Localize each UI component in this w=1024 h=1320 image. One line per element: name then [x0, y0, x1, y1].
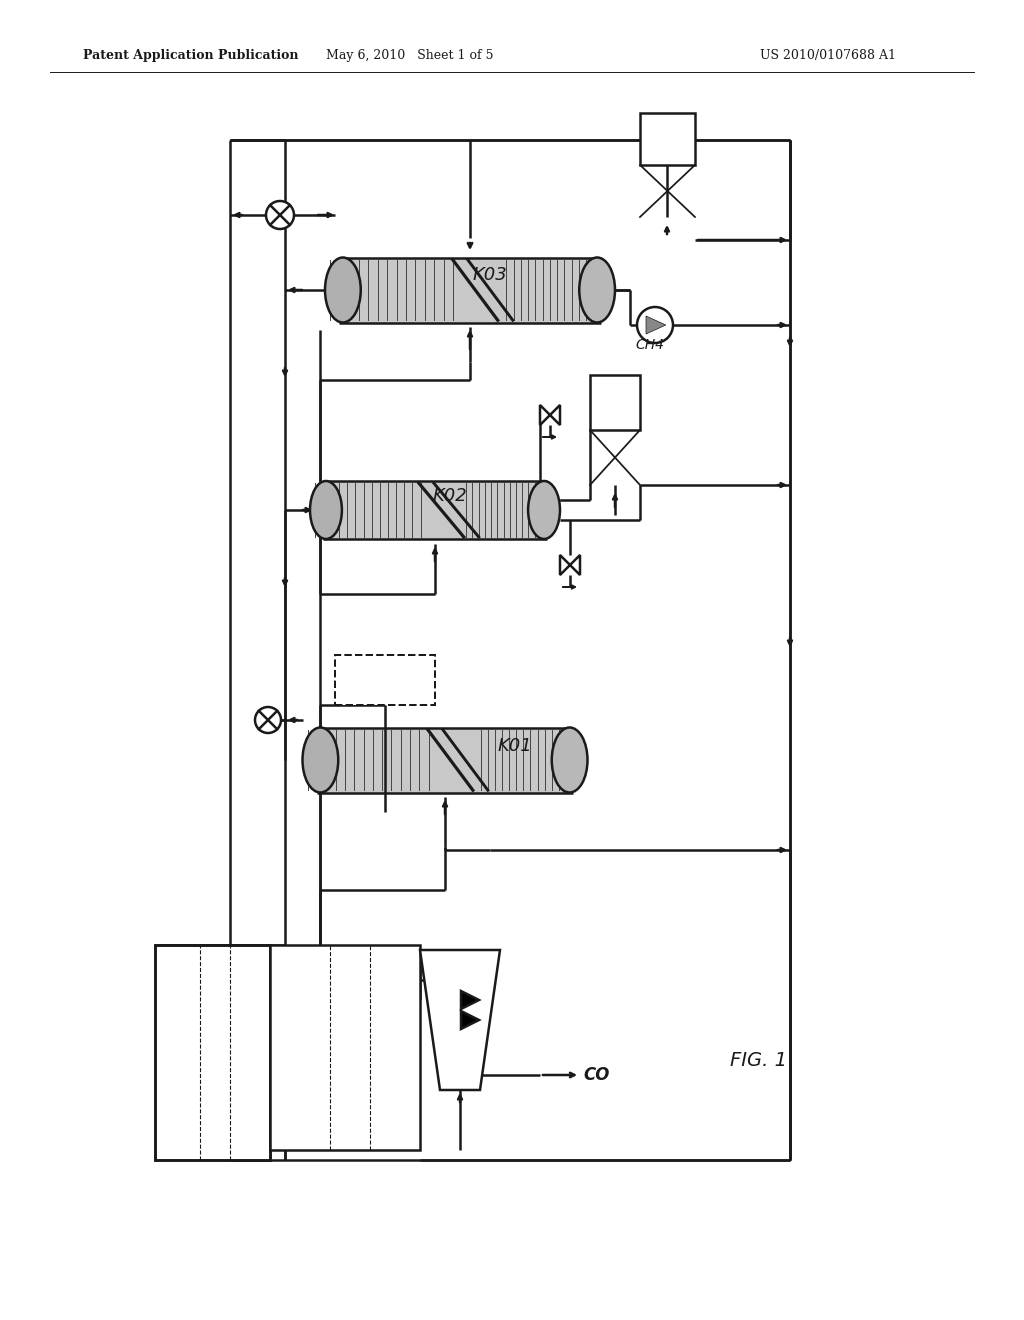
- Polygon shape: [461, 991, 479, 1008]
- Ellipse shape: [325, 257, 360, 322]
- Text: SYNGAS: SYNGAS: [185, 1028, 233, 1041]
- Circle shape: [255, 708, 281, 733]
- Text: CH4: CH4: [635, 338, 664, 352]
- Ellipse shape: [302, 727, 338, 792]
- Polygon shape: [420, 950, 500, 1090]
- Circle shape: [637, 308, 673, 343]
- Text: US 2010/0107688 A1: US 2010/0107688 A1: [760, 49, 896, 62]
- Polygon shape: [646, 315, 666, 334]
- Bar: [339, 257, 601, 322]
- Bar: [155, 945, 270, 1160]
- Text: May 6, 2010   Sheet 1 of 5: May 6, 2010 Sheet 1 of 5: [327, 49, 494, 62]
- Ellipse shape: [310, 480, 342, 539]
- Text: K02: K02: [432, 487, 467, 506]
- Text: K01: K01: [498, 737, 532, 755]
- Text: CO: CO: [583, 1067, 609, 1084]
- Text: FUEL: FUEL: [175, 969, 204, 982]
- Ellipse shape: [528, 480, 560, 539]
- Polygon shape: [461, 1011, 479, 1030]
- Bar: [323, 480, 547, 539]
- Text: Patent Application Publication: Patent Application Publication: [83, 49, 299, 62]
- Ellipse shape: [552, 727, 588, 792]
- Bar: [640, 114, 695, 165]
- Bar: [335, 655, 435, 705]
- Circle shape: [266, 201, 294, 228]
- Bar: [270, 945, 420, 1150]
- Ellipse shape: [580, 257, 615, 322]
- Bar: [316, 727, 573, 792]
- Polygon shape: [540, 405, 560, 425]
- Polygon shape: [560, 554, 580, 576]
- Text: K03: K03: [473, 267, 507, 284]
- Bar: [590, 375, 640, 430]
- Text: H2: H2: [185, 994, 202, 1006]
- Text: FIG. 1: FIG. 1: [730, 1051, 787, 1069]
